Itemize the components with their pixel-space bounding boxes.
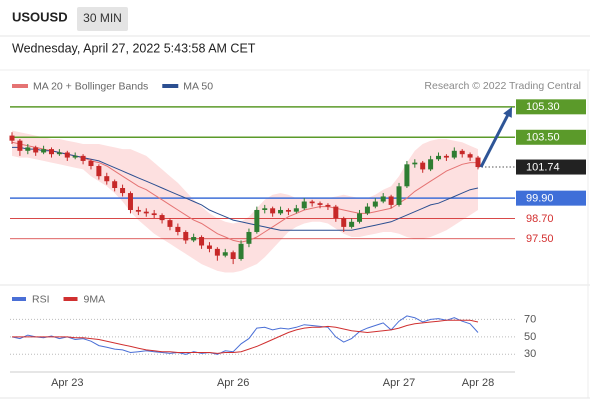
y-tick-label: 50 bbox=[524, 331, 536, 343]
candle-body bbox=[436, 155, 442, 160]
candle-body bbox=[341, 218, 347, 227]
timeframe-button[interactable] bbox=[77, 7, 128, 31]
candle-body bbox=[246, 231, 252, 244]
candle-body bbox=[317, 203, 323, 205]
candle-body bbox=[127, 193, 133, 210]
candle-body bbox=[167, 220, 173, 227]
candle-body bbox=[309, 201, 315, 204]
candle-body bbox=[191, 237, 197, 241]
price-label: 101.74 bbox=[526, 161, 560, 173]
datetime: Wednesday, April 27, 2022 5:43:58 AM CET bbox=[12, 41, 256, 55]
candle-body bbox=[64, 152, 70, 158]
candle-body bbox=[183, 231, 189, 241]
credit: Research © 2022 Trading Central bbox=[424, 80, 581, 92]
candle-body bbox=[175, 226, 181, 232]
target-arrow-head bbox=[503, 106, 512, 118]
candle-body bbox=[96, 166, 102, 177]
candle-body bbox=[159, 215, 165, 221]
candle-body bbox=[278, 209, 284, 214]
legend-swatch bbox=[162, 84, 179, 88]
candle-body bbox=[301, 201, 307, 209]
candle-body bbox=[72, 155, 78, 158]
indicator-line bbox=[11, 315, 479, 355]
price-label: 103.50 bbox=[526, 132, 560, 144]
legend-swatch bbox=[63, 297, 78, 301]
candle-body bbox=[428, 159, 434, 170]
candle-body bbox=[104, 176, 110, 182]
candle-body bbox=[420, 162, 426, 170]
candle-body bbox=[48, 149, 54, 155]
candle-body bbox=[151, 213, 157, 216]
candle-body bbox=[25, 147, 31, 151]
candle-body bbox=[372, 201, 378, 207]
candle-body bbox=[380, 196, 386, 202]
indicator-line bbox=[12, 319, 479, 354]
candle-body bbox=[412, 162, 418, 165]
candle-body bbox=[230, 252, 236, 260]
candle-body bbox=[451, 150, 457, 158]
candle-body bbox=[254, 209, 260, 232]
y-tick-label: 70 bbox=[524, 313, 536, 325]
candle-body bbox=[396, 186, 402, 205]
candle-body bbox=[41, 149, 47, 153]
candle-body bbox=[333, 206, 339, 219]
candle-body bbox=[143, 211, 149, 214]
candle-body bbox=[238, 243, 244, 260]
candle-body bbox=[199, 237, 205, 246]
price-label: 105.30 bbox=[526, 101, 560, 113]
legend-label: RSI bbox=[32, 293, 50, 305]
candle-body bbox=[293, 208, 299, 212]
legend-label: MA 20 + Bollinger Bands bbox=[33, 80, 148, 92]
candle-body bbox=[443, 155, 449, 158]
legend-label: 9MA bbox=[84, 293, 106, 305]
price-label-box bbox=[516, 99, 586, 115]
legend-label: MA 50 bbox=[183, 80, 213, 92]
candle-body bbox=[120, 188, 126, 194]
candle-body bbox=[357, 213, 363, 222]
moving-average bbox=[12, 146, 479, 231]
candle-body bbox=[285, 209, 291, 212]
candle-body bbox=[364, 206, 370, 214]
x-tick-label: Apr 26 bbox=[217, 377, 249, 389]
price-label-box bbox=[516, 129, 586, 145]
x-tick-label: Apr 28 bbox=[462, 377, 494, 389]
candle-body bbox=[349, 221, 355, 227]
x-tick-label: Apr 27 bbox=[383, 377, 415, 389]
candle-body bbox=[459, 150, 465, 155]
candle-body bbox=[80, 155, 86, 161]
price-label: 99.90 bbox=[526, 193, 554, 205]
symbol: USOUSD bbox=[12, 9, 68, 24]
candle-body bbox=[112, 181, 118, 188]
candle-body bbox=[206, 245, 212, 249]
legend-swatch bbox=[12, 297, 26, 301]
price-label-box bbox=[516, 159, 586, 175]
y-tick-label: 30 bbox=[524, 348, 536, 360]
legend-swatch bbox=[12, 84, 28, 88]
candle-body bbox=[56, 152, 62, 155]
candle-body bbox=[135, 209, 141, 212]
x-tick-label: Apr 23 bbox=[51, 377, 83, 389]
target-arrow bbox=[479, 113, 510, 168]
price-label: 97.50 bbox=[526, 233, 554, 245]
candle-body bbox=[325, 204, 331, 207]
timeframe[interactable]: 30 MIN bbox=[83, 11, 122, 25]
candle-body bbox=[33, 147, 39, 153]
candle-body bbox=[214, 248, 220, 256]
price-label: 98.70 bbox=[526, 213, 554, 225]
candle-body bbox=[467, 154, 473, 158]
candle-body bbox=[404, 164, 410, 187]
candle-body bbox=[270, 208, 276, 214]
candle-body bbox=[222, 252, 228, 256]
candle-body bbox=[388, 196, 394, 205]
price-label-box bbox=[516, 190, 586, 206]
candle-body bbox=[262, 208, 268, 210]
candle-body bbox=[475, 157, 481, 168]
candle-body bbox=[9, 135, 15, 141]
bollinger-band bbox=[12, 130, 478, 273]
candle-body bbox=[88, 160, 94, 167]
candle-body bbox=[17, 140, 23, 151]
